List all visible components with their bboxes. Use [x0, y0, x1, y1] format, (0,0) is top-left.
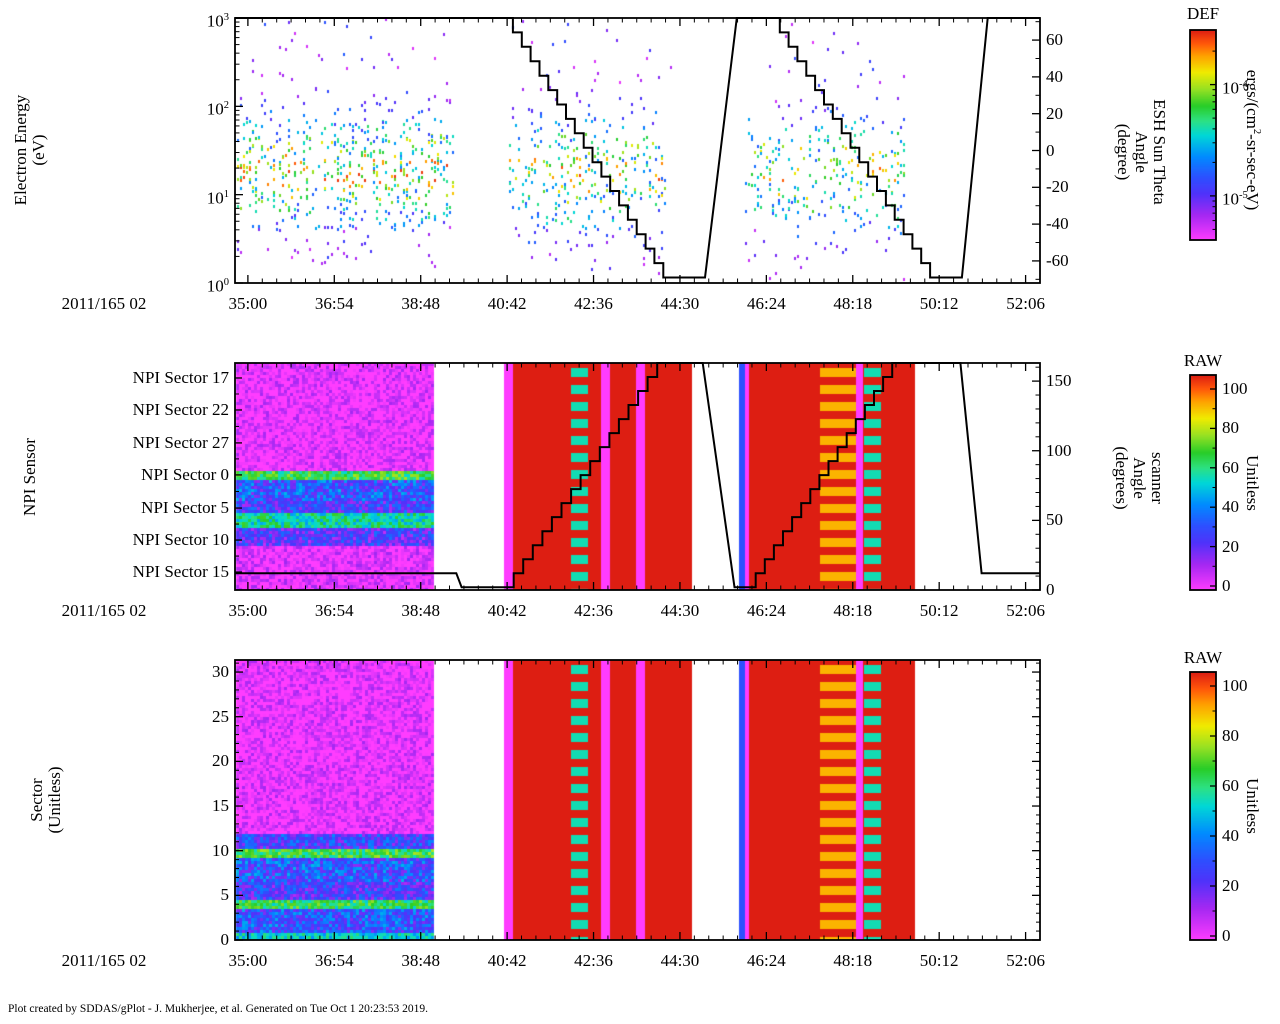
- electron-energy-tick-100: 102: [206, 99, 229, 119]
- theta-tick--40: -40: [1046, 214, 1069, 234]
- x-tick-label-p1-44:30: 44:30: [660, 294, 700, 313]
- colorbar-title-raw-npi: RAW: [1183, 351, 1223, 370]
- x-tick-label-p3-36:54: 36:54: [314, 951, 354, 970]
- x-tick-label-p3-50:12: 50:12: [919, 951, 959, 970]
- sector-tick-10: 10: [212, 840, 229, 860]
- raw-colorbar-npi-canvas: [1190, 375, 1216, 590]
- x-tick-label-p2-42:36: 42:36: [574, 601, 613, 620]
- npi-sector-tick: NPI Sector 17: [132, 367, 229, 387]
- x-tick-label-p3-35:00: 35:00: [228, 951, 268, 970]
- x-tick-label-p2-38:48: 38:48: [401, 601, 441, 620]
- raw-cb-tick-p2-0: 0: [1222, 576, 1231, 595]
- x-tick-label-p3-48:18: 48:18: [833, 951, 873, 970]
- def-cb-tick-10^-4: 10-4: [1222, 78, 1248, 98]
- theta-tick--60: -60: [1046, 250, 1069, 270]
- electron-energy-tick-1000: 103: [206, 11, 229, 31]
- theta-tick--20: -20: [1046, 177, 1069, 197]
- x-tick-label-p1-50:12: 50:12: [919, 294, 959, 313]
- scanner-angle-line: [235, 362, 1040, 589]
- theta-tick-60: 60: [1046, 30, 1063, 50]
- sector-tick-25: 25: [212, 706, 229, 726]
- raw-colorbar-sector-canvas: [1190, 672, 1216, 940]
- sector-heatmap-canvas: [235, 660, 1040, 940]
- scanner-tick-150: 150: [1046, 371, 1072, 391]
- raw-cb-tick-p3-100: 100: [1222, 676, 1248, 695]
- x-tick-label-p1-40:42: 40:42: [487, 294, 527, 313]
- x-tick-label-p2-52:06: 52:06: [1006, 601, 1045, 620]
- electron-energy-tick-1: 100: [206, 276, 229, 296]
- npi-sector-tick: NPI Sector 10: [132, 530, 229, 550]
- def-colorbar-canvas: [1190, 30, 1216, 240]
- raw-cb-tick-p2-40: 40: [1222, 497, 1239, 517]
- x-tick-label-p3-38:48: 38:48: [401, 951, 441, 970]
- npi-sector-tick: NPI Sector 27: [132, 432, 229, 452]
- sector-tick-30: 30: [212, 662, 229, 682]
- raw-cb-tick-p3-40: 40: [1222, 826, 1239, 845]
- esh-sun-theta-line: [235, 17, 1040, 279]
- date-label-panel3: 2011/165 02: [61, 951, 147, 970]
- x-tick-label-p1-35:00: 35:00: [228, 294, 268, 313]
- raw-cb-tick-p3-20: 20: [1222, 876, 1239, 895]
- footer-credit: Plot created by SDDAS/gPlot - J. Mukherj…: [8, 1003, 429, 1015]
- date-label-panel2: 2011/165 02: [61, 601, 147, 620]
- theta-tick-0: 0: [1046, 140, 1055, 160]
- x-tick-label-p2-50:12: 50:12: [919, 601, 959, 620]
- x-tick-label-p2-40:42: 40:42: [487, 601, 527, 620]
- x-tick-label-p2-48:18: 48:18: [833, 601, 873, 620]
- scanner-tick-50: 50: [1046, 510, 1063, 530]
- electron-energy-heatmap-canvas: [235, 18, 1040, 283]
- x-tick-label-p3-42:36: 42:36: [574, 951, 613, 970]
- x-tick-label-p3-46:24: 46:24: [746, 951, 786, 970]
- date-label-panel1: 2011/165 02: [61, 294, 147, 313]
- colorbar-title-def: DEF: [1186, 4, 1220, 23]
- scanner-tick-100: 100: [1046, 440, 1072, 460]
- x-tick-label-p1-42:36: 42:36: [574, 294, 613, 313]
- electron-energy-tick-10: 101: [206, 188, 229, 208]
- theta-tick-40: 40: [1046, 66, 1063, 86]
- scanner-tick-0: 0: [1046, 580, 1055, 599]
- sector-tick-20: 20: [212, 751, 229, 771]
- raw-cb-tick-p3-80: 80: [1222, 726, 1239, 745]
- npi-sector-tick: NPI Sector 15: [132, 562, 229, 582]
- raw-cb-tick-p3-60: 60: [1222, 776, 1239, 795]
- x-tick-label-p2-36:54: 36:54: [314, 601, 354, 620]
- sector-tick-5: 5: [220, 885, 230, 905]
- sector-tick-0: 0: [220, 930, 230, 949]
- npi-sector-tick: NPI Sector 22: [132, 399, 229, 419]
- x-tick-label-p1-48:18: 48:18: [833, 294, 873, 313]
- raw-cb-tick-p2-80: 80: [1222, 418, 1239, 438]
- x-tick-label-p3-44:30: 44:30: [660, 951, 700, 970]
- raw-cb-tick-p2-100: 100: [1222, 379, 1248, 398]
- raw-cb-tick-p2-60: 60: [1222, 457, 1239, 477]
- x-tick-label-p1-46:24: 46:24: [746, 294, 786, 313]
- x-tick-label-p1-36:54: 36:54: [314, 294, 354, 313]
- theta-tick-20: 20: [1046, 103, 1063, 123]
- def-cb-tick-10^-5: 10-5: [1222, 189, 1248, 209]
- x-tick-label-p2-35:00: 35:00: [228, 601, 268, 620]
- raw-cb-tick-p3-0: 0: [1222, 926, 1231, 945]
- x-tick-label-p2-44:30: 44:30: [660, 601, 700, 620]
- sector-tick-15: 15: [212, 796, 229, 816]
- x-tick-label-p2-46:24: 46:24: [746, 601, 786, 620]
- npi-sector-tick: NPI Sector 0: [141, 464, 229, 484]
- x-tick-label-p1-38:48: 38:48: [401, 294, 441, 313]
- npi-sector-tick: NPI Sector 5: [141, 498, 229, 518]
- x-tick-label-p1-52:06: 52:06: [1006, 294, 1045, 313]
- x-tick-label-p3-52:06: 52:06: [1006, 951, 1045, 970]
- colorbar-title-raw-sector: RAW: [1183, 648, 1223, 667]
- raw-cb-tick-p2-20: 20: [1222, 536, 1239, 556]
- x-tick-label-p3-40:42: 40:42: [487, 951, 527, 970]
